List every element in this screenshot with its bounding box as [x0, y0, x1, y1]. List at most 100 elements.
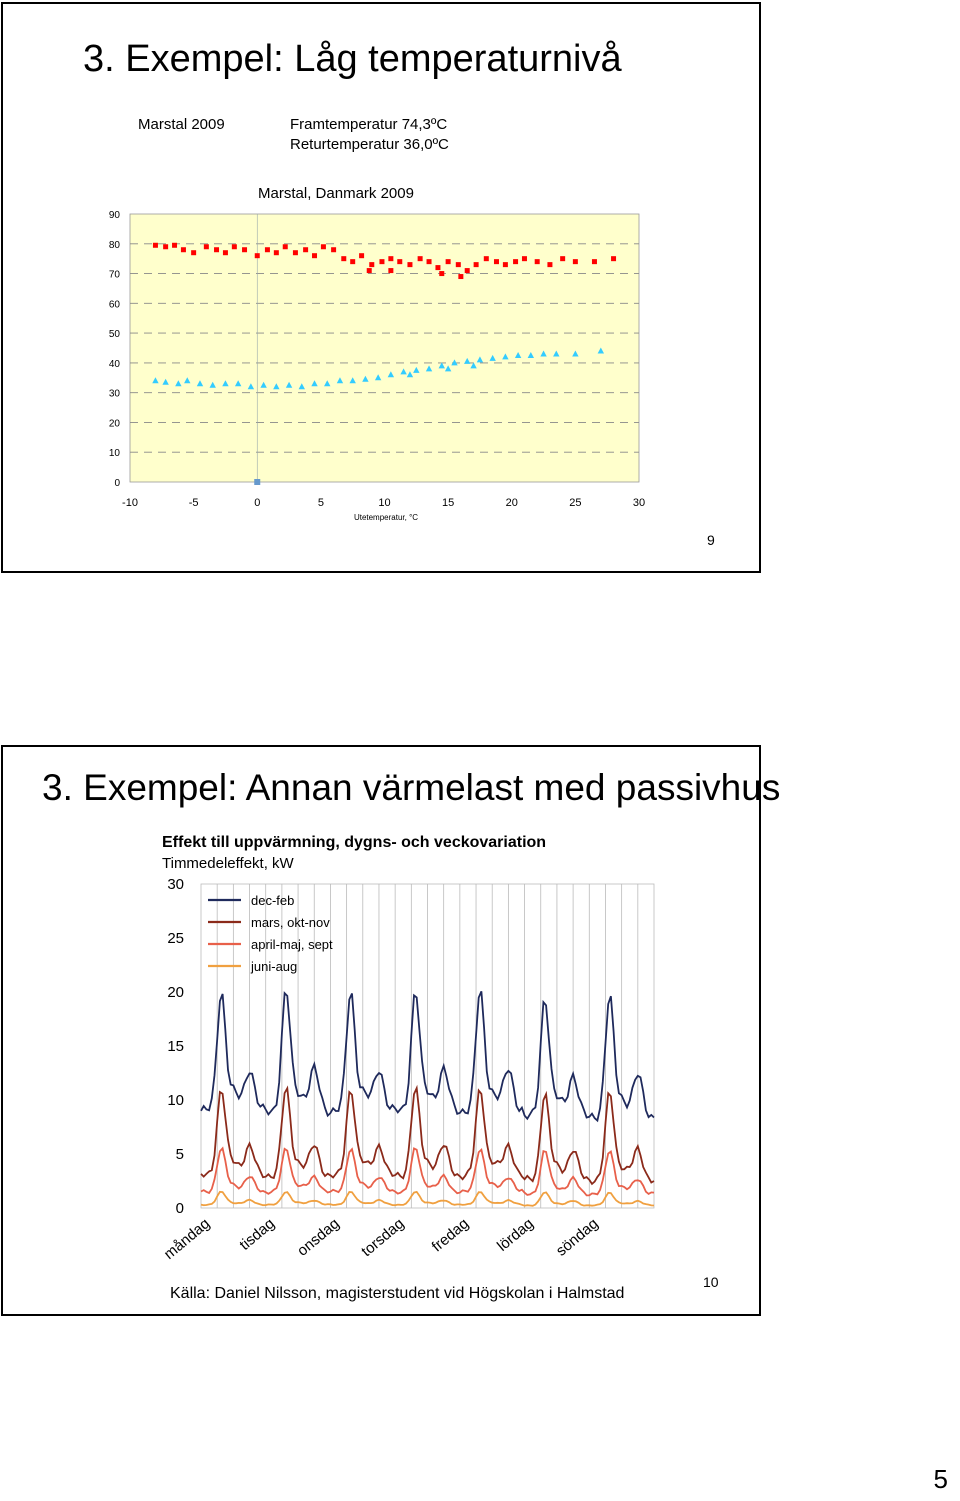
series-line [200, 1084, 655, 1186]
legend-label: dec-feb [251, 893, 294, 908]
scatter-point-return [298, 383, 305, 390]
caption-supply-temperature: Framtemperatur 74,3ºC [290, 116, 448, 133]
scatter-point-supply [331, 247, 337, 253]
scatter-point-return [527, 351, 535, 358]
scatter-point-supply [180, 247, 186, 253]
scatter-point-return [162, 378, 169, 385]
y-tick-label: 5 [176, 1146, 184, 1163]
scatter-point-supply [458, 274, 464, 280]
slide-9: 3. Exempel: Låg temperaturnivå Marstal 2… [1, 2, 761, 573]
scatter-point-return [374, 374, 382, 381]
scatter-point-return [311, 380, 318, 387]
scatter-point-supply [379, 259, 385, 265]
scatter-point-origin [254, 479, 261, 485]
chart-title: Effekt till uppvärmning, dygns- och veck… [162, 834, 546, 851]
scatter-point-return [152, 377, 159, 384]
scatter-point-supply [231, 244, 237, 250]
scatter-point-supply [341, 256, 347, 262]
scatter-point-supply [312, 253, 318, 259]
scatter-point-supply [359, 253, 365, 259]
scatter-point-supply [547, 262, 553, 268]
scatter-point-supply [483, 256, 489, 262]
y-tick-label: 60 [109, 299, 121, 310]
slide-title: 3. Exempel: Annan värmelast med passivhu… [42, 767, 781, 808]
scatter-point-supply [292, 250, 298, 256]
scatter-point-supply [191, 250, 197, 256]
scatter-point-supply [417, 256, 423, 262]
scatter-point-return [387, 371, 395, 378]
y-tick-label: 50 [109, 329, 121, 340]
scatter-point-supply [388, 256, 394, 262]
scatter-point-supply [473, 262, 479, 268]
scatter-point-supply [369, 262, 375, 268]
scatter-point-supply [560, 256, 566, 262]
scatter-point-return [285, 381, 293, 388]
slide-title: 3. Exempel: Låg temperaturnivå [83, 38, 622, 80]
x-tick-label: fredag [429, 1215, 473, 1255]
scatter-point-return [489, 354, 496, 361]
scatter-point-return [184, 377, 191, 384]
x-axis-label: Utetemperatur, °C [354, 513, 418, 522]
scatter-point-return [260, 381, 267, 388]
scatter-point-supply [366, 268, 372, 274]
x-tick-label: 5 [318, 497, 324, 509]
scatter-point-return [336, 377, 344, 384]
x-tick-label: 10 [378, 497, 390, 509]
scatter-point-supply [591, 259, 597, 265]
scatter-point-return [476, 356, 484, 363]
scatter-point-supply [439, 271, 445, 277]
chart-subtitle: Timmedeleffekt, kW [162, 855, 295, 872]
scatter-point-return [400, 368, 407, 375]
scatter-point-supply [493, 259, 499, 265]
slide-number: 10 [703, 1274, 719, 1290]
scatter-point-supply [303, 247, 309, 253]
x-tick-label: söndag [553, 1215, 602, 1260]
scatter-point-supply [426, 259, 432, 265]
scatter-point-return [209, 381, 216, 388]
page-number: 5 [933, 1464, 948, 1494]
x-tick-label: -10 [122, 497, 138, 509]
source-credit: Källa: Daniel Nilsson, magisterstudent v… [170, 1285, 625, 1302]
scatter-point-supply [320, 244, 326, 250]
scatter-point-return [470, 362, 477, 369]
scatter-point-return [464, 357, 471, 364]
scatter-point-supply [407, 262, 413, 268]
scatter-point-supply [214, 247, 220, 253]
x-tick-label: måndag [161, 1215, 213, 1263]
scatter-point-return [362, 375, 369, 382]
scatter-point-return [425, 365, 433, 372]
scatter-point-return [324, 380, 331, 387]
chart-title: Marstal, Danmark 2009 [258, 185, 414, 202]
x-tick-label: 25 [569, 497, 581, 509]
scatter-point-supply [572, 259, 578, 265]
scatter-point-return [222, 380, 229, 387]
y-tick-label: 30 [167, 876, 184, 893]
scatter-point-supply [521, 256, 527, 262]
x-tick-label: -5 [189, 497, 199, 509]
x-tick-label: 0 [254, 497, 260, 509]
scatter-point-supply [464, 268, 470, 274]
scatter-point-return [572, 350, 579, 357]
scatter-point-return [413, 366, 420, 373]
line-chart: Effekt till uppvärmning, dygns- och veck… [161, 834, 655, 1263]
scatter-point-supply [502, 262, 508, 268]
y-tick-label: 40 [109, 359, 121, 370]
scatter-point-return [553, 350, 560, 357]
scatter-point-return [597, 347, 605, 354]
y-tick-label: 25 [167, 930, 184, 947]
scatter-point-supply [350, 259, 356, 265]
scatter-point-supply [388, 268, 394, 274]
scatter-point-return [196, 380, 204, 387]
scatter-point-return [234, 380, 242, 387]
scatter-point-supply [435, 265, 441, 271]
x-tick-label: onsdag [294, 1215, 343, 1260]
y-tick-label: 15 [167, 1038, 184, 1055]
plot-area [129, 213, 640, 483]
scatter-point-return [502, 353, 509, 360]
x-tick-label: lördag [494, 1215, 537, 1255]
series-line [200, 990, 655, 1123]
slide-10: 3. Exempel: Annan värmelast med passivhu… [1, 745, 780, 1316]
scatter-point-supply [611, 256, 617, 262]
scatter-point-supply [282, 244, 288, 250]
y-tick-label: 20 [167, 984, 184, 1001]
